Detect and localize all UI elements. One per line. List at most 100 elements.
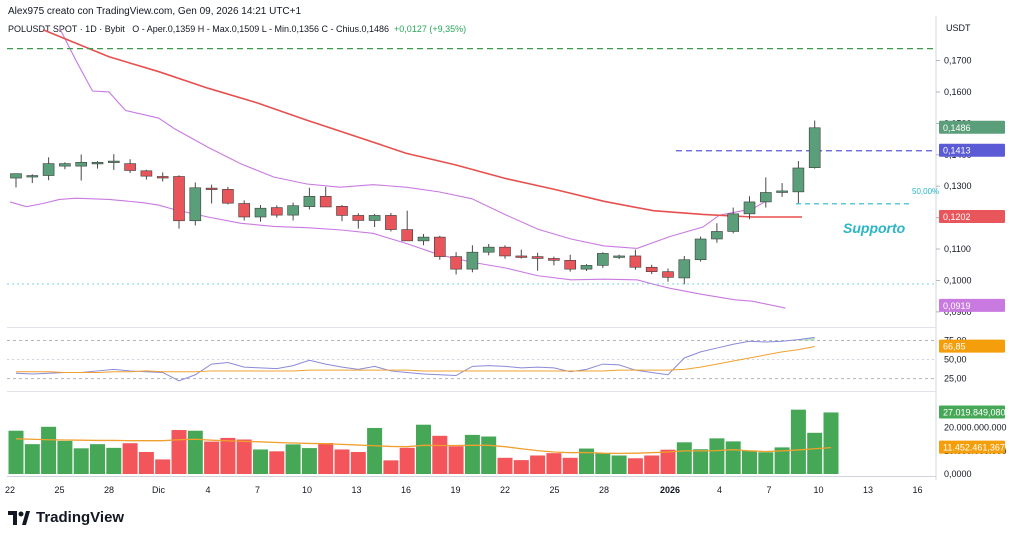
candle[interactable]	[108, 154, 120, 170]
candle[interactable]	[450, 252, 462, 275]
candle-body[interactable]	[319, 195, 332, 208]
candle-body[interactable]	[368, 215, 381, 221]
candle-body[interactable]	[808, 127, 821, 168]
candle[interactable]	[629, 249, 642, 270]
candle-body[interactable]	[91, 162, 104, 165]
candle-body[interactable]	[776, 190, 788, 193]
candle-body[interactable]	[515, 255, 528, 258]
candle[interactable]	[759, 177, 772, 208]
candle[interactable]	[743, 196, 756, 220]
candle[interactable]	[254, 205, 267, 222]
candle-body[interactable]	[10, 173, 22, 179]
candle[interactable]	[10, 173, 22, 188]
candle[interactable]	[548, 256, 560, 266]
candle[interactable]	[319, 186, 332, 208]
candle-body[interactable]	[580, 265, 593, 270]
candle-body[interactable]	[678, 259, 691, 279]
candle-body[interactable]	[385, 215, 397, 230]
candle[interactable]	[417, 233, 430, 246]
candle[interactable]	[499, 245, 511, 259]
candle-body[interactable]	[336, 206, 348, 216]
candle-body[interactable]	[531, 256, 544, 259]
candle[interactable]	[124, 159, 136, 174]
candle[interactable]	[515, 249, 528, 259]
candle-body[interactable]	[189, 187, 202, 222]
candle-body[interactable]	[711, 231, 723, 240]
candle[interactable]	[368, 213, 381, 228]
candle[interactable]	[270, 205, 283, 218]
candle[interactable]	[645, 264, 658, 275]
candle[interactable]	[662, 268, 674, 282]
candle-body[interactable]	[743, 201, 756, 215]
candle[interactable]	[711, 223, 723, 243]
candle-body[interactable]	[287, 205, 299, 216]
candle[interactable]	[352, 213, 365, 229]
candle-body[interactable]	[173, 176, 185, 222]
candle-body[interactable]	[401, 229, 414, 242]
candle-body[interactable]	[59, 163, 71, 167]
tradingview-logo[interactable]: TradingView	[8, 509, 124, 526]
candle[interactable]	[727, 207, 740, 234]
candle[interactable]	[401, 210, 414, 242]
candle[interactable]	[808, 120, 821, 169]
candle[interactable]	[173, 175, 185, 229]
candle-body[interactable]	[108, 160, 120, 163]
candle-body[interactable]	[205, 187, 218, 190]
candle[interactable]	[433, 235, 446, 260]
candle-body[interactable]	[42, 163, 55, 176]
candle[interactable]	[385, 212, 397, 232]
candle-body[interactable]	[254, 207, 267, 218]
candles-layer[interactable]	[10, 120, 821, 285]
candle[interactable]	[466, 245, 479, 273]
candle[interactable]	[482, 244, 495, 256]
candle[interactable]	[140, 169, 153, 180]
candle-body[interactable]	[613, 255, 625, 258]
candle[interactable]	[776, 183, 788, 197]
candle-body[interactable]	[26, 175, 39, 178]
candle[interactable]	[694, 236, 707, 262]
candle-body[interactable]	[792, 167, 805, 193]
candle-body[interactable]	[466, 251, 479, 270]
candle[interactable]	[564, 254, 577, 272]
candle-body[interactable]	[662, 271, 674, 278]
candle-body[interactable]	[548, 258, 560, 261]
candle[interactable]	[303, 187, 316, 210]
candle[interactable]	[205, 184, 218, 204]
candle[interactable]	[596, 252, 609, 268]
candle[interactable]	[42, 157, 55, 181]
candle[interactable]	[238, 200, 250, 221]
candle[interactable]	[59, 162, 71, 170]
candle-body[interactable]	[303, 195, 316, 207]
candle-body[interactable]	[140, 170, 153, 177]
candle[interactable]	[613, 254, 625, 260]
candle-body[interactable]	[499, 246, 511, 257]
candle-body[interactable]	[564, 260, 577, 270]
candle-body[interactable]	[75, 162, 87, 167]
candle[interactable]	[91, 161, 104, 169]
candle-body[interactable]	[759, 192, 772, 203]
candle[interactable]	[336, 205, 348, 222]
candle-body[interactable]	[156, 176, 169, 179]
candle[interactable]	[678, 255, 691, 285]
candle[interactable]	[222, 186, 234, 205]
candle[interactable]	[75, 154, 87, 181]
candle[interactable]	[26, 174, 39, 184]
candle-body[interactable]	[694, 238, 707, 261]
candle-body[interactable]	[124, 163, 136, 171]
candle[interactable]	[531, 252, 544, 271]
candle[interactable]	[189, 182, 202, 226]
candle-body[interactable]	[270, 207, 283, 216]
candle-body[interactable]	[238, 203, 250, 218]
candle-body[interactable]	[629, 255, 642, 268]
chart-canvas[interactable]: USDT Supporto 50,00% 0,09000,10000,11000…	[0, 0, 1024, 500]
candle-body[interactable]	[482, 246, 495, 253]
candle[interactable]	[792, 161, 805, 204]
candle-body[interactable]	[727, 213, 740, 232]
candle-body[interactable]	[596, 253, 609, 266]
candle-body[interactable]	[433, 236, 446, 257]
candle-body[interactable]	[352, 215, 365, 221]
candle-body[interactable]	[222, 189, 234, 204]
candle[interactable]	[580, 264, 593, 272]
candle[interactable]	[287, 202, 299, 221]
candle-body[interactable]	[450, 256, 462, 270]
